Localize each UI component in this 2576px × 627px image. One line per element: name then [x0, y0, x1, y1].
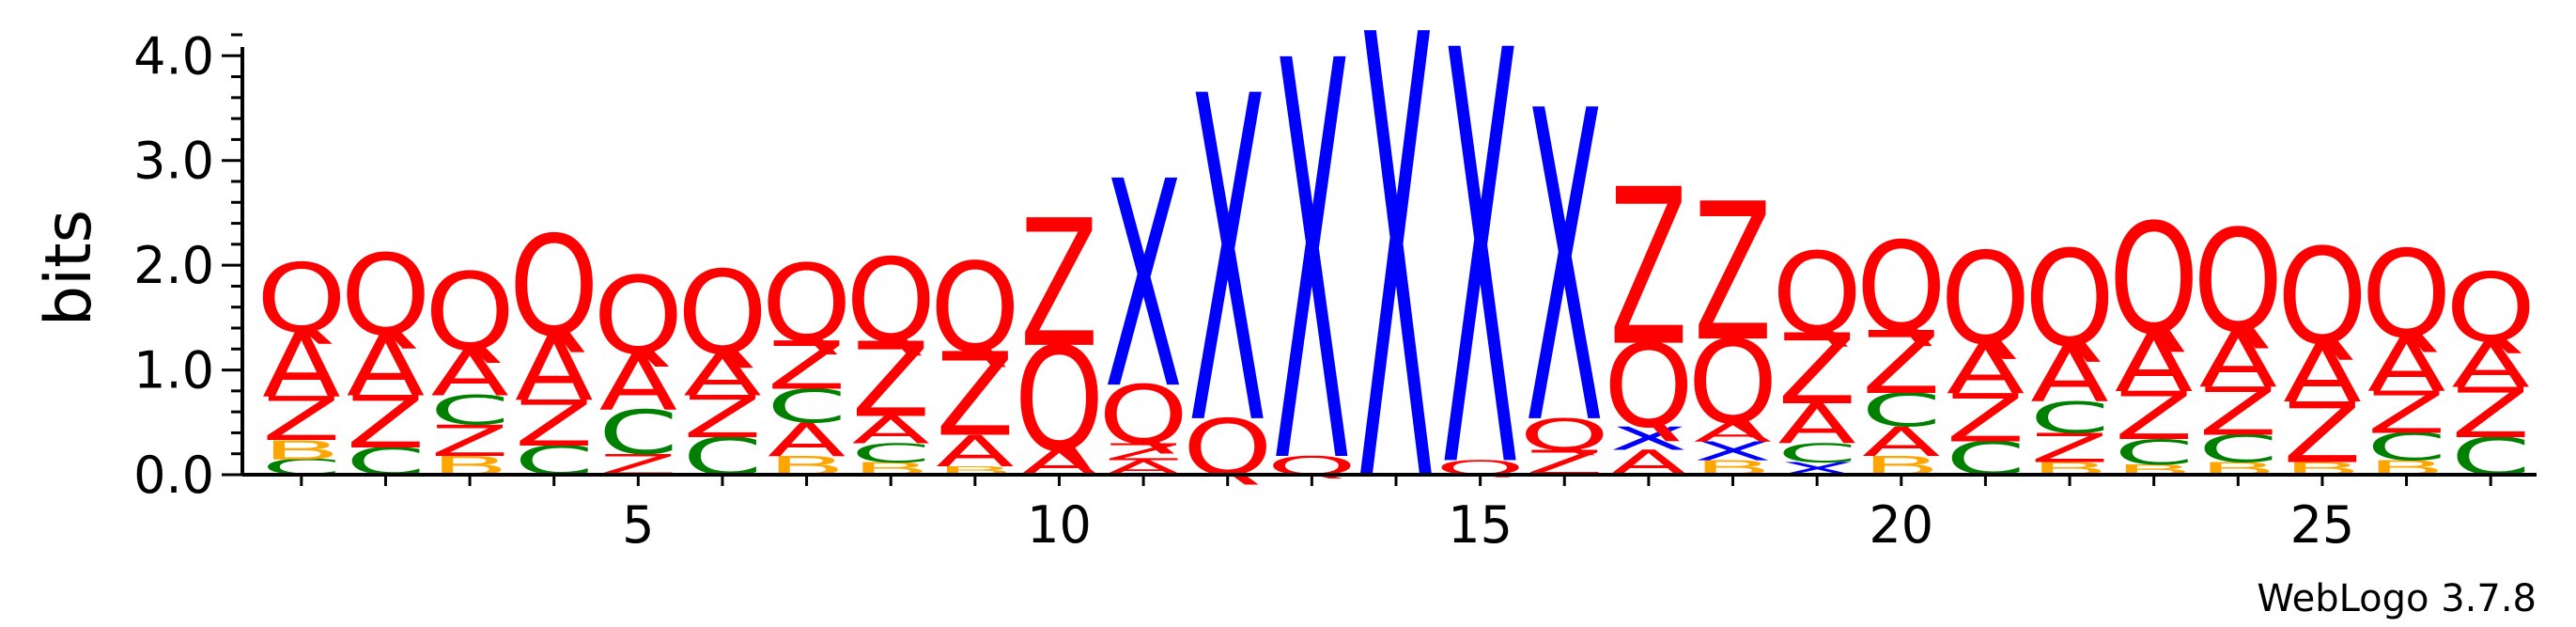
logo-glyphs: CBZAQCZAQBZCAQCZAQZCAQCZAQBACZQBCAZQBAZQ… — [256, 0, 2536, 619]
x-tick-label: 5 — [622, 495, 654, 555]
logo-letter-z: Z — [1694, 164, 1773, 384]
logo-letter-x: X — [1188, 2, 1267, 524]
x-tick-label: 10 — [1027, 495, 1092, 555]
logo-letter-z: Z — [1020, 183, 1099, 386]
logo-letter-q: Q — [2277, 221, 2367, 374]
x-tick-label: 20 — [1869, 495, 1933, 555]
logo-letter-x: X — [1357, 0, 1435, 619]
y-tick-label: 0.0 — [133, 446, 214, 505]
y-axis-ticks: 0.0 1.0 2.0 3.0 4.0 — [133, 26, 242, 505]
y-tick-label: 3.0 — [133, 132, 214, 191]
logo-letter-q: Q — [340, 231, 430, 361]
logo-letter-q: Q — [1772, 229, 1862, 359]
logo-letter-q: Q — [930, 236, 1020, 380]
logo-letter-q: Q — [593, 255, 683, 379]
logo-letter-q: Q — [762, 243, 852, 367]
x-tick-label: 25 — [2290, 495, 2355, 555]
logo-letter-x: X — [1273, 0, 1352, 586]
logo-letter-q: Q — [2362, 225, 2452, 366]
logo-letter-x: X — [1525, 22, 1604, 520]
logo-letter-q: Q — [1940, 227, 2030, 373]
logo-letter-q: Q — [425, 251, 515, 375]
y-tick-label: 2.0 — [133, 236, 214, 295]
weblogo-credit: WebLogo 3.7.8 — [2257, 577, 2537, 620]
logo-letter-q: Q — [2445, 254, 2536, 364]
logo-letter-q: Q — [846, 234, 936, 368]
logo-letter-x: X — [1104, 122, 1183, 452]
logo-letter-q: Q — [256, 244, 347, 354]
logo-letter-q: Q — [2025, 224, 2115, 377]
logo-letter-q: Q — [1856, 215, 1947, 359]
logo-letter-q: Q — [509, 207, 599, 368]
logo-letter-q: Q — [2193, 200, 2283, 364]
y-tick-label: 1.0 — [133, 341, 214, 400]
y-axis-title: bits — [32, 210, 106, 326]
logo-letter-z: Z — [1609, 145, 1688, 395]
x-tick-label: 15 — [1448, 495, 1513, 555]
logo-letter-q: Q — [677, 247, 768, 381]
logo-letter-q: Q — [2109, 191, 2199, 368]
y-tick-label: 4.0 — [133, 26, 214, 86]
